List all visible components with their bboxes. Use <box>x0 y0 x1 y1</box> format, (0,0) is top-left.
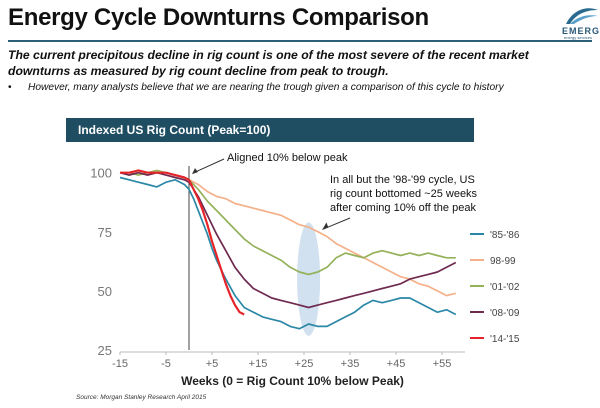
y-tick-label: 75 <box>98 225 112 240</box>
logo-icon <box>566 8 598 24</box>
series-line-2 <box>120 169 456 276</box>
legend-label: '08-'09 <box>490 308 520 319</box>
x-tick-label: +15 <box>249 358 268 370</box>
chart-title: Indexed US Rig Count (Peak=100) <box>78 123 271 137</box>
lead-paragraph: The current precipitous decline in rig c… <box>8 48 529 78</box>
annotation-bottom-line: rig count bottomed ~25 weeks <box>330 188 478 200</box>
x-tick-label: +55 <box>433 358 452 370</box>
x-tick-label: +25 <box>295 358 314 370</box>
legend-label: '85-'86 <box>490 230 520 241</box>
annotation-arrow <box>192 158 225 174</box>
chart-title-banner: Indexed US Rig Count (Peak=100) <box>66 118 474 142</box>
x-axis-label: Weeks (0 = Rig Count 10% below Peak) <box>181 374 404 388</box>
y-tick-label: 50 <box>98 284 112 299</box>
x-tick-label: +45 <box>387 358 406 370</box>
logo-subtext: energy services <box>564 35 593 40</box>
arrowhead-icon <box>322 222 329 230</box>
highlight-ellipse <box>297 222 321 336</box>
legend-label: 98-99 <box>490 256 516 267</box>
annotation-bottom-line: In all but the '98-'99 cycle, US <box>330 174 475 186</box>
page-title: Energy Cycle Downturns Comparison <box>8 4 429 31</box>
arrowhead-icon <box>192 168 198 175</box>
x-tick-label: +35 <box>341 358 360 370</box>
x-tick-label: -15 <box>112 358 128 370</box>
series-line-0 <box>119 176 457 330</box>
source-note: Source: Morgan Stanley Research April 20… <box>76 394 207 401</box>
y-tick-label: 100 <box>90 166 112 181</box>
series-line-4 <box>120 169 245 316</box>
bullet-point: • However, many analysts believe that we … <box>8 82 598 93</box>
title-divider <box>8 40 592 42</box>
legend-label: '01-'02 <box>490 282 520 293</box>
x-tick-label: +5 <box>206 358 219 370</box>
company-logo: EMERGE energy services <box>540 4 600 40</box>
logo-text: EMERGE <box>562 26 600 36</box>
legend-label: '14-'15 <box>490 334 520 345</box>
annotation-aligned: Aligned 10% below peak <box>227 152 348 164</box>
bullet-text: However, many analysts believe that we a… <box>28 82 504 93</box>
annotation-bottom-line: after coming 10% off the peak <box>330 202 476 214</box>
bullet-dot-icon: • <box>8 82 12 93</box>
rig-count-line-chart: -15 -5 +5 +15 +25 +35 +45 +55 25 50 75 100 Weeks (0 … <box>90 152 520 388</box>
x-tick-label: -5 <box>161 358 171 370</box>
y-tick-label: 25 <box>98 343 112 358</box>
series-line-3 <box>119 171 457 309</box>
